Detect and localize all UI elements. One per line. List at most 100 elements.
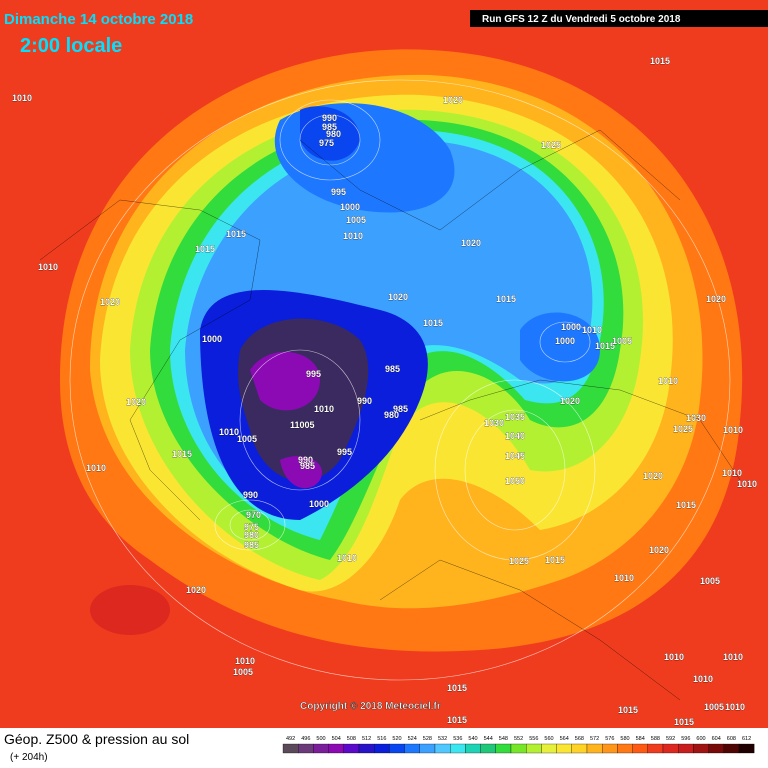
colorbar-swatch: [358, 743, 375, 754]
isobar-label: 1015: [545, 555, 565, 565]
colorbar-swatch: [298, 743, 314, 754]
colorbar-swatch: [450, 743, 466, 754]
isobar-label: 990: [298, 455, 313, 465]
isobar-label: 1010: [219, 427, 239, 437]
isobar-label: 1035: [505, 412, 525, 422]
isobar-label: 980: [326, 129, 341, 139]
colorbar-label: 492: [286, 736, 295, 742]
colorbar-label: 504: [332, 736, 341, 742]
colorbar-label: 568: [575, 736, 584, 742]
isobar: [229, 509, 271, 541]
colorbar-swatch: [495, 743, 512, 754]
colorbar-label: 540: [468, 736, 477, 742]
isobar: [279, 99, 381, 181]
isobar-label: 1015: [650, 56, 670, 66]
isobar-label: 985: [385, 364, 400, 374]
colorbar-swatch: [389, 743, 405, 754]
isobar: [69, 79, 731, 681]
isobar-label: 1010: [658, 376, 678, 386]
isobar-label: 1020: [706, 294, 726, 304]
isobar-label: 1030: [686, 413, 706, 423]
isobar-label: 1005: [237, 434, 257, 444]
colorbar-label: 612: [742, 736, 751, 742]
isobar-label: 1010: [664, 652, 684, 662]
colorbar-swatch: [480, 743, 496, 754]
colorbar-label: 500: [316, 736, 325, 742]
colorbar-label: 552: [514, 736, 523, 742]
field-blob: [280, 456, 322, 489]
colorbar-label: 524: [408, 736, 417, 742]
run-banner: [470, 10, 768, 27]
isobar-label: 1030: [484, 418, 504, 428]
colorbar-label: 512: [362, 736, 371, 742]
footer-lead: (+ 204h): [10, 752, 48, 763]
field-blob: [300, 106, 360, 161]
colorbar-swatch: [434, 743, 451, 754]
isobar-label: 1025: [541, 140, 561, 150]
isobar-label: 1010: [614, 573, 634, 583]
isobar-label: 11005: [290, 420, 315, 430]
colorbar-swatch: [571, 743, 588, 754]
colorbar-label: 580: [620, 736, 629, 742]
isobar-label: 1015: [618, 705, 638, 715]
isobar-label: 995: [337, 447, 352, 457]
colorbar-swatch: [541, 743, 557, 754]
isobar-label: 1005: [700, 576, 720, 586]
isobar-label: 1020: [186, 585, 206, 595]
colorbar-swatch: [374, 743, 390, 754]
colorbar-swatch: [708, 743, 724, 754]
colorbar-swatch: [404, 743, 420, 754]
colorbar-swatch: [328, 743, 344, 754]
isobar: [539, 321, 591, 363]
colorbar-swatch: [343, 743, 360, 754]
isobar-label: 985: [244, 540, 259, 550]
isobar: [464, 409, 566, 531]
isobar-label: 1010: [343, 231, 363, 241]
colorbar-swatch: [617, 743, 633, 754]
isobar-label: 1000: [202, 334, 222, 344]
isobar-label: 985: [393, 404, 408, 414]
colorbar: 492 496 500 504 508 512 516 520 524 528 532 536 540 5…: [282, 736, 755, 754]
isobar-label: 1020: [643, 471, 663, 481]
isobar-label: 1010: [38, 262, 58, 272]
isobar-label: 1010: [86, 463, 106, 473]
field-blob: [520, 312, 600, 382]
colorbar-label: 576: [605, 736, 614, 742]
isobar-label: 995: [306, 369, 321, 379]
isobar-label: 990: [243, 490, 258, 500]
local-time: 2:00 locale: [20, 35, 122, 57]
colorbar-swatch: [510, 743, 527, 754]
isobar-label: 1020: [126, 397, 146, 407]
colorbar-label: 560: [544, 736, 553, 742]
isobar-label: 1010: [723, 652, 743, 662]
isobar-label: 1015: [496, 294, 516, 304]
isobar-label: 1000: [555, 336, 575, 346]
colorbar-label: 532: [438, 736, 447, 742]
isobar-label: 1020: [100, 297, 120, 307]
colorbar-label: 564: [560, 736, 569, 742]
isobar-label: 1000: [340, 202, 360, 212]
colorbar-label: 592: [666, 736, 675, 742]
isobar-label: 1010: [737, 479, 757, 489]
colorbar-label: 608: [727, 736, 736, 742]
colorbar-label: 584: [636, 736, 645, 742]
colorbar-label: 536: [453, 736, 462, 742]
colorbar-swatch: [556, 743, 572, 754]
colorbar-swatch: [738, 743, 755, 754]
isobar-label: 980: [244, 530, 259, 540]
isobar-label: 1005: [346, 215, 366, 225]
colorbar-label: 496: [301, 736, 310, 742]
colorbar-swatch: [723, 743, 740, 754]
isobar-label: 1025: [673, 424, 693, 434]
isobar-label: 1015: [595, 341, 615, 351]
isobar-label: 1025: [509, 556, 529, 566]
isobar-label: 975: [319, 138, 334, 148]
isobar-label: 1020: [461, 238, 481, 248]
colorbar-swatch: [282, 743, 299, 754]
isobar-label: 990: [322, 113, 337, 123]
colorbar-label: 604: [712, 736, 721, 742]
isobar-label: 1020: [649, 545, 669, 555]
isobar-label: 1005: [612, 336, 632, 346]
isobar: [239, 349, 361, 491]
colorbar-label: 520: [392, 736, 401, 742]
